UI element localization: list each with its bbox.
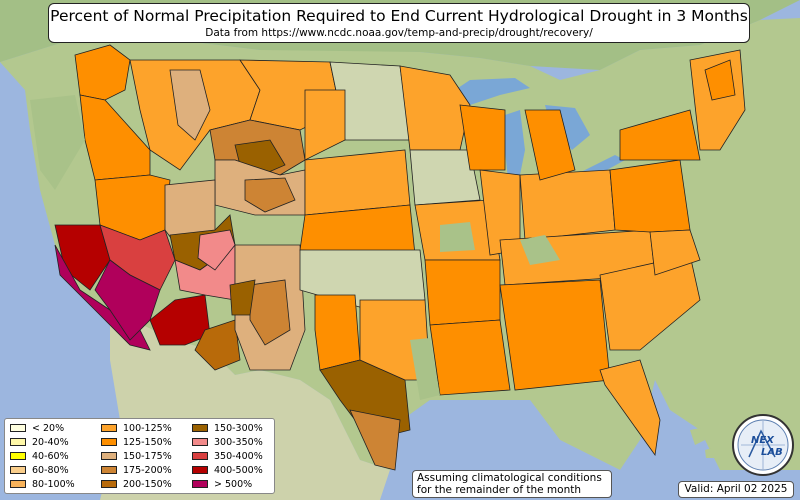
- legend-label: 100-125%: [123, 423, 172, 434]
- legend-swatch: [192, 438, 208, 446]
- islands: [690, 428, 714, 458]
- legend-label: 300-350%: [214, 437, 263, 448]
- region-arizona-brown: [194, 319, 241, 371]
- logo-text-bottom: LAB: [761, 447, 783, 458]
- legend-swatch: [10, 424, 26, 432]
- legend-label: 175-200%: [123, 465, 172, 476]
- legend: < 20% 20-40% 40-60% 60-80% 80-100% 100-125% 12…: [4, 418, 275, 494]
- legend-label: 80-100%: [32, 479, 75, 490]
- legend-label: > 500%: [214, 479, 253, 490]
- legend-label: 60-80%: [32, 465, 69, 476]
- legend-swatch: [192, 424, 208, 432]
- map-subtitle: Data from https://www.ncdc.noaa.gov/temp…: [205, 27, 593, 39]
- legend-label: 400-500%: [214, 465, 263, 476]
- legend-swatch: [101, 480, 117, 488]
- note-line-2: for the remainder of the month: [417, 484, 582, 496]
- region-maine-dark: [704, 59, 736, 101]
- legend-swatch: [10, 452, 26, 460]
- region-idaho-tan: [169, 69, 211, 141]
- legend-label: 40-60%: [32, 451, 69, 462]
- legend-label: < 20%: [32, 423, 65, 434]
- legend-label: 20-40%: [32, 437, 69, 448]
- region-colorado-brown: [244, 177, 296, 213]
- legend-label: 125-150%: [123, 437, 172, 448]
- nodrought-ohio-valley: [520, 235, 560, 265]
- region-indiana-ohio: [519, 169, 616, 241]
- lake-michigan: [504, 110, 525, 185]
- legend-swatch: [101, 424, 117, 432]
- legend-label: 350-400%: [214, 451, 263, 462]
- legend-swatch: [10, 480, 26, 488]
- logo-text-top: NEX: [751, 435, 775, 446]
- region-utah-pink: [197, 229, 236, 271]
- legend-swatch: [10, 466, 26, 474]
- legend-swatch: [192, 452, 208, 460]
- region-michigan: [524, 109, 576, 181]
- region-texas-south: [349, 409, 401, 471]
- legend-label: 200-150%: [123, 479, 172, 490]
- title-box: Percent of Normal Precipitation Required…: [48, 3, 750, 43]
- region-iowa: [409, 149, 481, 206]
- region-arkansas: [424, 259, 501, 326]
- region-wisconsin: [459, 104, 506, 171]
- region-appalachia: [609, 159, 691, 233]
- region-mississippi-alabama: [499, 279, 611, 391]
- nodrought-missouri: [440, 222, 475, 252]
- legend-label: 150-300%: [214, 423, 263, 434]
- legend-swatch: [101, 438, 117, 446]
- region-nebraska: [304, 149, 411, 216]
- valid-date: Valid: April 02 2025: [678, 481, 794, 498]
- assumption-note: Assuming climatological conditions for t…: [412, 470, 612, 498]
- legend-swatch: [101, 466, 117, 474]
- legend-label: 150-175%: [123, 451, 172, 462]
- map-title: Percent of Normal Precipitation Required…: [50, 7, 748, 25]
- legend-swatch: [192, 466, 208, 474]
- region-virginia: [649, 229, 701, 276]
- legend-swatch: [10, 438, 26, 446]
- note-line-1: Assuming climatological conditions: [417, 472, 602, 484]
- legend-swatch: [101, 452, 117, 460]
- legend-swatch: [192, 480, 208, 488]
- nodrought-nw-coast: [30, 95, 85, 190]
- region-dakota-orange: [304, 89, 346, 161]
- nodrought-south-tx: [410, 338, 440, 400]
- region-new-york: [619, 109, 701, 161]
- region-socal-magenta: [94, 259, 161, 341]
- region-florida: [599, 359, 661, 457]
- region-louisiana: [429, 319, 511, 396]
- region-nm-dark: [229, 279, 256, 316]
- region-texas-west: [314, 294, 361, 371]
- nexlab-logo: NEX LAB: [732, 414, 794, 476]
